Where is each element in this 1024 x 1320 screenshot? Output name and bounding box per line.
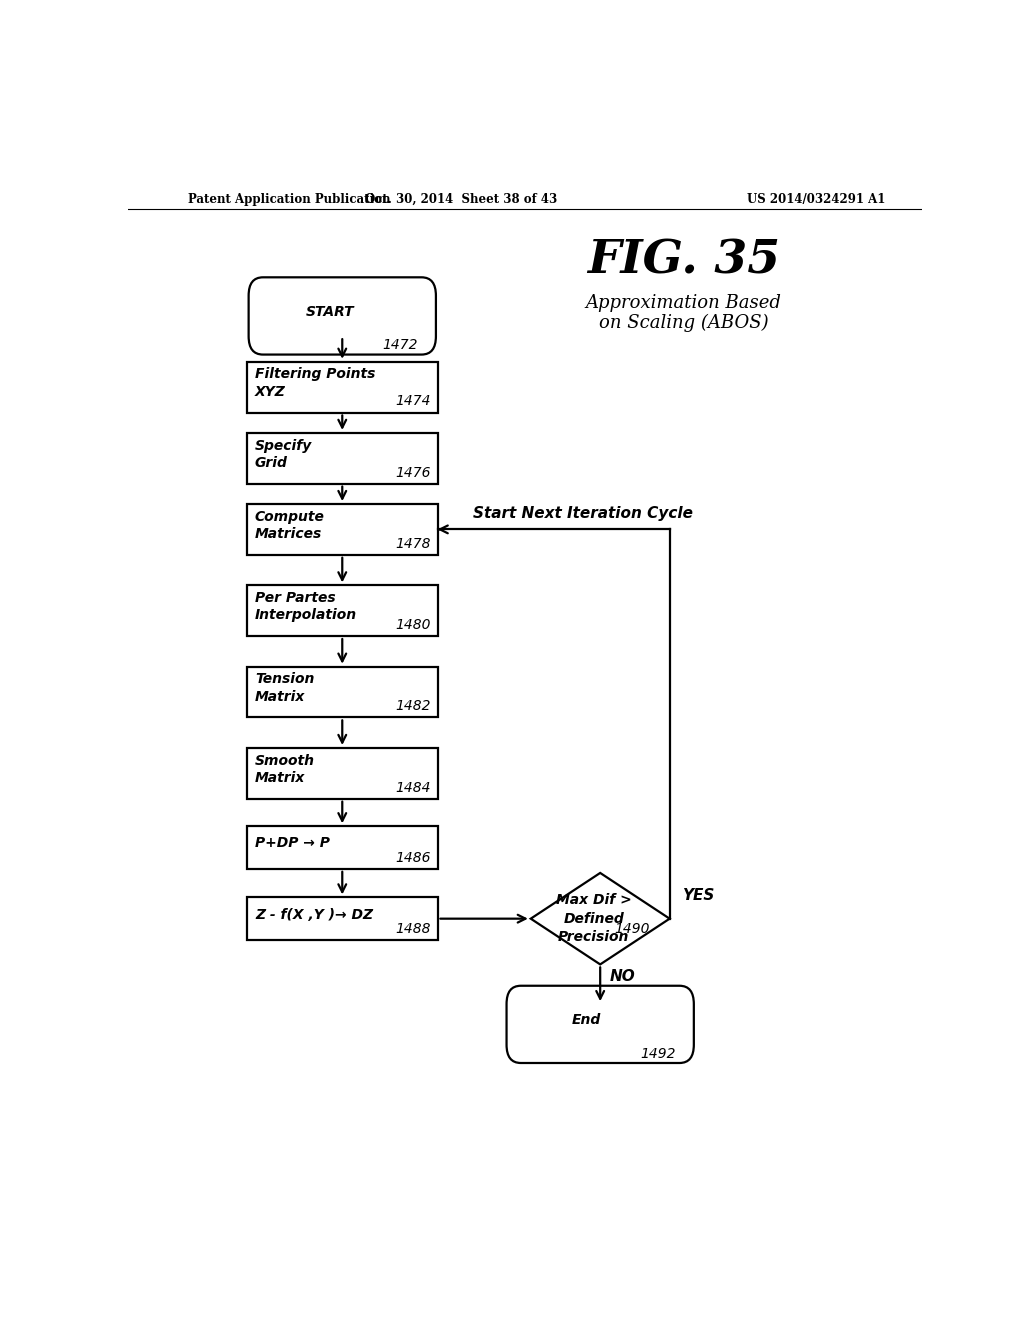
Text: YES: YES [682,888,714,903]
Text: Precision: Precision [558,931,630,944]
FancyBboxPatch shape [247,585,437,636]
Text: 1474: 1474 [395,395,431,408]
FancyBboxPatch shape [247,362,437,412]
Text: Oct. 30, 2014  Sheet 38 of 43: Oct. 30, 2014 Sheet 38 of 43 [366,193,557,206]
Text: 1472: 1472 [382,338,418,352]
Text: 1490: 1490 [614,921,650,936]
Text: Compute
Matrices: Compute Matrices [255,510,325,541]
FancyBboxPatch shape [249,277,436,355]
Text: on Scaling (ABOS): on Scaling (ABOS) [599,314,768,333]
Text: Smooth
Matrix: Smooth Matrix [255,754,315,785]
FancyBboxPatch shape [247,667,437,718]
Text: 1486: 1486 [395,851,431,865]
Text: START: START [306,305,354,319]
Text: FIG. 35: FIG. 35 [587,238,780,282]
Text: 1482: 1482 [395,700,431,713]
FancyBboxPatch shape [247,826,437,869]
Text: Start Next Iteration Cycle: Start Next Iteration Cycle [473,507,693,521]
FancyBboxPatch shape [247,748,437,799]
Text: 1476: 1476 [395,466,431,479]
Polygon shape [530,873,670,965]
FancyBboxPatch shape [247,898,437,940]
Text: 1484: 1484 [395,780,431,795]
Text: 1492: 1492 [640,1047,676,1061]
Text: Filtering Points
XYZ: Filtering Points XYZ [255,367,376,399]
Text: End: End [571,1014,600,1027]
Text: Approximation Based: Approximation Based [586,294,781,312]
Text: P+DP → P: P+DP → P [255,837,330,850]
Text: Patent Application Publication: Patent Application Publication [187,193,390,206]
FancyBboxPatch shape [247,504,437,554]
Text: 1480: 1480 [395,618,431,632]
Text: 1488: 1488 [395,921,431,936]
FancyBboxPatch shape [247,433,437,483]
FancyBboxPatch shape [507,986,694,1063]
Text: Tension
Matrix: Tension Matrix [255,672,314,704]
Text: Defined: Defined [563,912,625,925]
Text: US 2014/0324291 A1: US 2014/0324291 A1 [748,193,886,206]
Text: Max Dif >: Max Dif > [556,894,632,907]
Text: Per Partes
Interpolation: Per Partes Interpolation [255,591,357,622]
Text: NO: NO [609,969,636,985]
Text: Specify
Grid: Specify Grid [255,438,312,470]
Text: Z - f(X ,Y )→ DZ: Z - f(X ,Y )→ DZ [255,908,373,921]
Text: 1478: 1478 [395,537,431,550]
